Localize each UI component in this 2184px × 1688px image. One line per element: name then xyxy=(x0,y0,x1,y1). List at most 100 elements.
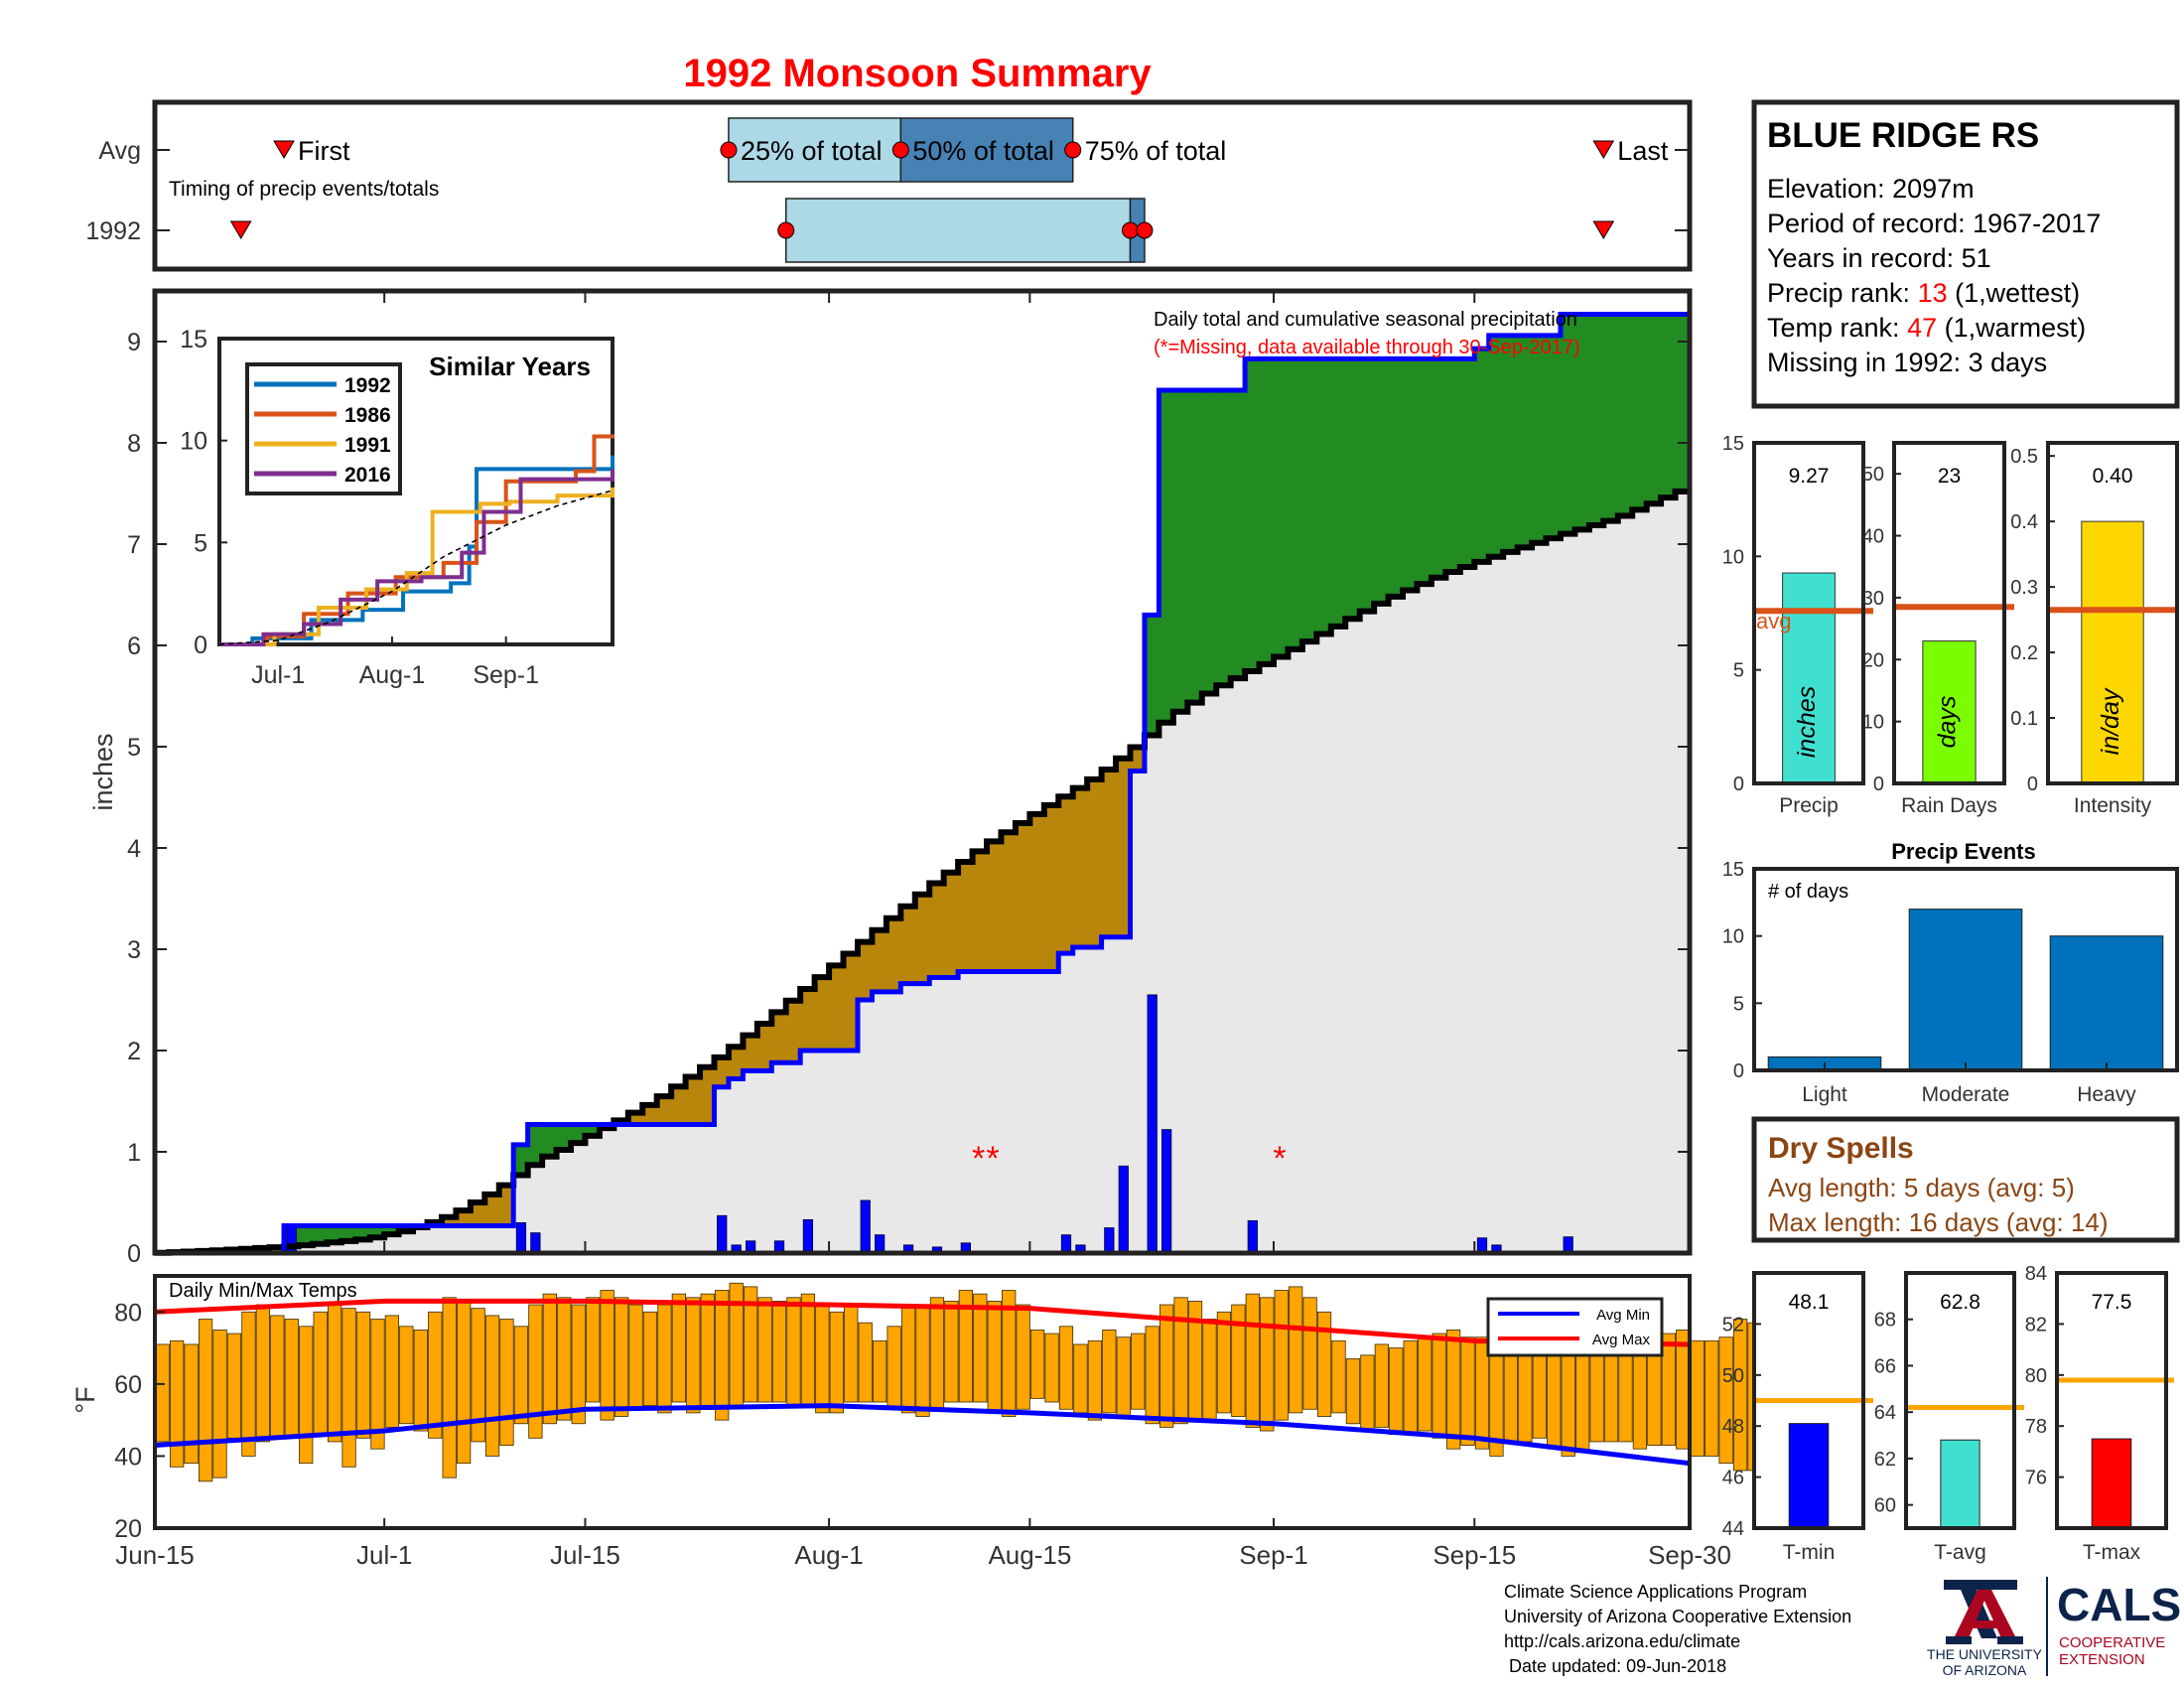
station-info-box: BLUE RIDGE RS Elevation: 2097m Period of… xyxy=(1751,99,2180,409)
diff-fill-day xyxy=(800,988,816,1051)
diff-fill-day xyxy=(943,872,959,978)
below-fill-day xyxy=(886,991,901,1253)
below-fill-day xyxy=(484,1225,500,1253)
season-bar-y-tick-label: 0 xyxy=(1873,774,1884,795)
below-fill-day xyxy=(1388,596,1404,1253)
y-tick-label: 0 xyxy=(127,1240,141,1268)
below-fill-day xyxy=(829,1051,845,1253)
temp-range-bar xyxy=(1160,1304,1174,1428)
below-fill-day xyxy=(542,1156,558,1253)
x-tick-label: Sep-30 xyxy=(1648,1540,1731,1570)
season-temp-y-tick-label: 66 xyxy=(1874,1355,1896,1377)
temp-range-bar xyxy=(1231,1304,1246,1417)
events-bar-heavy xyxy=(2049,935,2164,1071)
diff-fill-day xyxy=(771,1012,787,1063)
temp-range-bar xyxy=(873,1339,887,1403)
temp-range-bar xyxy=(1173,1297,1188,1425)
below-fill-day xyxy=(1172,711,1188,1253)
chart-subtitle: (*=Missing, data available through 30-Se… xyxy=(1154,337,1580,358)
temp-range-bar xyxy=(255,1304,270,1443)
diff-fill-day xyxy=(1187,389,1203,703)
inset-line-avg xyxy=(218,490,614,645)
temp-range-bar xyxy=(1732,1319,1748,1472)
timing-panel: Avg 1992 Timing of precip events/totals 25%… xyxy=(85,99,1693,272)
diff-fill-day xyxy=(341,1225,356,1241)
diff-fill-day xyxy=(441,1216,458,1226)
temp-range-bar xyxy=(1403,1339,1418,1436)
below-fill-day xyxy=(1417,584,1433,1253)
temp-range-bar xyxy=(1016,1304,1030,1410)
plot-frame xyxy=(152,288,1693,1256)
below-fill-day xyxy=(398,1231,414,1253)
diff-fill-day xyxy=(1316,358,1332,634)
below-fill-day xyxy=(1087,946,1103,1253)
below-fill-day xyxy=(1459,566,1475,1253)
events-x-tick-label: Moderate xyxy=(1922,1083,2010,1106)
diff-fill-day xyxy=(556,1124,572,1150)
year-q25-marker xyxy=(777,221,795,239)
diff-fill-day xyxy=(1532,335,1548,543)
events-title: Precip Events xyxy=(1891,839,2036,864)
temp-range-bar xyxy=(1360,1354,1375,1432)
station-missing: Missing in 1992: 3 days xyxy=(1767,348,2047,377)
diff-fill-day xyxy=(456,1210,472,1226)
temp-range-bar xyxy=(557,1297,572,1421)
below-fill-day xyxy=(1359,611,1375,1253)
season-bar-value-label: 23 xyxy=(1938,465,1961,488)
x-tick-label: Aug-15 xyxy=(988,1540,1071,1570)
inset-y-tick-label: 15 xyxy=(180,326,207,353)
below-fill-day xyxy=(1230,678,1246,1253)
temp-range-bar xyxy=(1345,1358,1361,1425)
events-x-tick-label: Heavy xyxy=(2077,1083,2136,1106)
diff-fill-day xyxy=(1029,813,1045,972)
season-bar-y-tick-label: 40 xyxy=(1862,526,1884,548)
season-bar-frame xyxy=(1892,441,2006,785)
temp-range-bar xyxy=(1676,1330,1691,1450)
temp-range-bar xyxy=(686,1297,701,1414)
season-bar-frame xyxy=(2046,441,2179,785)
season-bar-frame xyxy=(1752,441,1865,785)
temp-range-bar xyxy=(1575,1339,1590,1454)
diff-fill-day xyxy=(958,862,974,972)
below-fill-day xyxy=(743,1070,758,1253)
diff-fill-day xyxy=(1661,314,1677,498)
below-fill-day xyxy=(1101,936,1117,1253)
inset-y-tick-label: 0 xyxy=(194,632,207,659)
avg-q25-marker xyxy=(720,141,738,159)
diff-fill-day xyxy=(700,1066,716,1125)
season-bar-unit: in/day xyxy=(2097,687,2124,755)
temp-range-bar xyxy=(170,1339,185,1468)
avg-last-marker xyxy=(1592,140,1615,159)
diff-fill-day xyxy=(355,1225,371,1240)
temp-range-bar xyxy=(700,1293,715,1410)
y-tick-label: 6 xyxy=(127,633,141,660)
diff-fill-day xyxy=(1388,358,1404,597)
diff-fill-day xyxy=(312,1225,328,1244)
diff-fill-day xyxy=(1288,358,1303,649)
season-bar-y-tick-label: 0 xyxy=(1733,774,1744,795)
diff-fill-day xyxy=(1015,823,1030,972)
below-fill-day xyxy=(714,1086,730,1253)
below-fill-day xyxy=(1001,971,1017,1253)
season-temp-y-tick-label: 46 xyxy=(1722,1468,1744,1489)
below-fill-day xyxy=(427,1225,443,1253)
diff-fill-day xyxy=(1330,358,1346,627)
season-bar-unit: inches xyxy=(1793,686,1821,758)
temp-range-bar xyxy=(1302,1297,1317,1410)
diff-fill-day xyxy=(886,917,901,992)
temp-line-avg-max xyxy=(154,1298,1691,1347)
footer-line-4: Date updated: 09-Jun-2018 xyxy=(1504,1656,1726,1676)
y-tick-label: 2 xyxy=(127,1038,141,1065)
diff-fill-day xyxy=(1101,769,1117,937)
temp-range-bar xyxy=(1002,1290,1017,1417)
temp-range-bar xyxy=(1331,1339,1346,1414)
below-fill-day xyxy=(943,977,959,1253)
temp-range-bar xyxy=(1718,1336,1733,1465)
temp-range-bar xyxy=(1690,1339,1705,1457)
season-bar-value-label: 0.40 xyxy=(2093,465,2133,488)
inset-legend-label: 2016 xyxy=(344,464,391,487)
season-temp-name: T-max xyxy=(2083,1541,2141,1564)
similar-years-inset: 0 5 10 15 Jul-1 Aug-1 Sep-1 Similar Years 1992 19… xyxy=(180,326,614,689)
diff-fill-day xyxy=(369,1225,385,1238)
diff-fill-day xyxy=(1517,335,1533,548)
